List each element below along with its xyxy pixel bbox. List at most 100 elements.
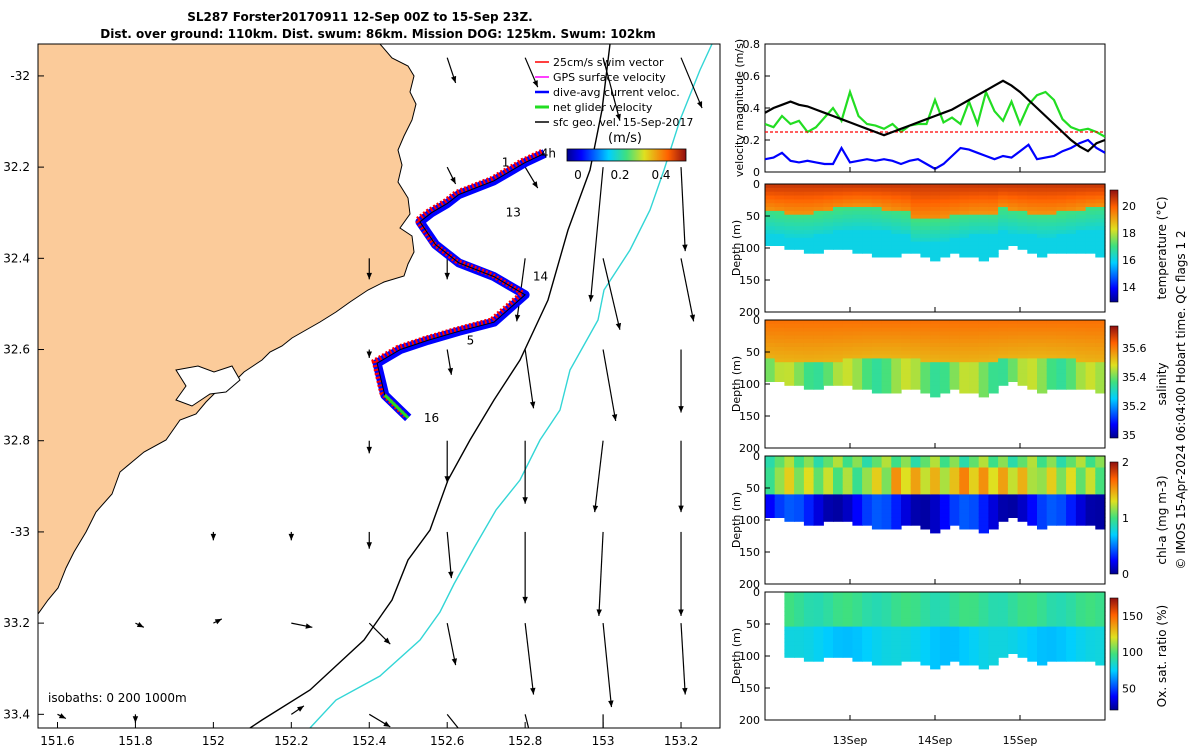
- section-cell: [930, 195, 941, 200]
- section-cell: [852, 641, 863, 647]
- section-cell: [930, 665, 941, 670]
- section-cell: [949, 509, 960, 515]
- section-cell: [901, 595, 912, 601]
- section-cell: [823, 230, 834, 235]
- section-cell: [1037, 218, 1048, 223]
- section-cell: [871, 622, 883, 628]
- section-cell: [852, 482, 863, 488]
- section-cell: [842, 482, 853, 488]
- section-cell: [930, 377, 941, 382]
- section-cell: [959, 611, 970, 616]
- section-cell: [1095, 253, 1106, 258]
- section-cell: [910, 362, 921, 367]
- section-cell: [842, 226, 853, 231]
- section-cell: [852, 498, 863, 503]
- section-cell: [881, 657, 892, 662]
- section-cell: [1017, 214, 1028, 220]
- section-cell: [871, 479, 883, 484]
- map-axis-ticks: 151.6 151.8 152 152.2 152.4 152.6 152.8 153 153.…: [3, 69, 698, 748]
- section-cell: [784, 653, 795, 658]
- section-cell: [901, 494, 912, 499]
- section-cell: [978, 195, 989, 200]
- sfc-vector-arrow: [524, 57, 539, 88]
- section-cell: [794, 323, 805, 329]
- section-cell: [949, 498, 960, 503]
- section-cell: [1075, 335, 1087, 340]
- depth-tick: 150: [739, 546, 760, 559]
- section-cell: [969, 199, 980, 204]
- section-cell: [998, 335, 1009, 340]
- section-cell: [842, 502, 853, 507]
- section-cell: [891, 373, 902, 379]
- section-cell: [998, 377, 1009, 382]
- section-cell: [930, 335, 941, 340]
- section-cell: [969, 245, 980, 250]
- section-cell: [794, 320, 805, 325]
- section-cell: [1075, 230, 1087, 235]
- section-cell: [813, 494, 824, 499]
- section-cell: [1037, 241, 1048, 246]
- sfc-vector-arrow: [446, 349, 454, 375]
- section-cell: [842, 350, 853, 356]
- map-cbar-tick-0: 0: [574, 168, 582, 182]
- section-cell: [939, 615, 951, 620]
- section-cell: [774, 199, 785, 204]
- section-cell: [1037, 389, 1048, 394]
- section-cell: [1066, 362, 1077, 367]
- section-cell: [842, 362, 853, 367]
- sfc-vector-arrow: [291, 622, 313, 629]
- section-cell: [969, 611, 980, 616]
- section-cell: [1007, 626, 1019, 631]
- section-cell: [930, 622, 941, 628]
- section-cell: [939, 191, 951, 197]
- depth-tick: 200: [739, 714, 760, 727]
- section-cell: [823, 603, 834, 608]
- section-cell: [949, 618, 960, 624]
- section-cell: [1056, 615, 1067, 620]
- section-cell: [862, 479, 873, 484]
- section-cell: [1095, 187, 1106, 193]
- section-cell: [988, 607, 999, 612]
- section-cell: [920, 199, 931, 204]
- section-cell: [1075, 517, 1087, 522]
- section-cell: [1017, 233, 1028, 239]
- section-cell: [803, 521, 815, 526]
- section-cell: [1046, 203, 1057, 208]
- section-cell: [1075, 320, 1087, 325]
- section-cell: [1056, 611, 1067, 616]
- section-cell: [774, 203, 785, 208]
- section-cell: [1066, 459, 1077, 465]
- section-cell: [901, 373, 912, 379]
- section-cell: [823, 494, 834, 499]
- section-cell: [988, 253, 999, 258]
- section-cell: [842, 339, 853, 344]
- section-cell: [833, 479, 844, 484]
- section-cell: [765, 509, 776, 515]
- section-cell: [901, 320, 912, 325]
- section-cell: [803, 358, 815, 363]
- section-cell: [1007, 607, 1019, 612]
- section-cell: [1075, 475, 1087, 480]
- section-cell: [959, 253, 970, 258]
- section-cell: [1075, 459, 1087, 465]
- section-cell: [862, 381, 873, 386]
- section-cell: [823, 490, 834, 495]
- section-cell: [998, 195, 1009, 200]
- section-cell: [1027, 381, 1038, 386]
- section-cell: [901, 237, 912, 243]
- section-cell: [881, 513, 892, 518]
- velocity-y-tick: 0: [753, 166, 760, 179]
- section-cell: [920, 350, 931, 356]
- section-cell: [794, 517, 805, 522]
- section-cell: [998, 373, 1009, 379]
- section-cell: [959, 509, 970, 515]
- section-cell: [1017, 343, 1028, 348]
- section-cell: [1007, 339, 1019, 344]
- section-cell: [910, 595, 921, 601]
- section-cell: [891, 661, 902, 666]
- section-cell: [833, 653, 844, 658]
- section-cell: [910, 502, 921, 507]
- section-cell: [813, 467, 824, 472]
- section-cell: [1027, 207, 1038, 212]
- section-cell: [969, 241, 980, 246]
